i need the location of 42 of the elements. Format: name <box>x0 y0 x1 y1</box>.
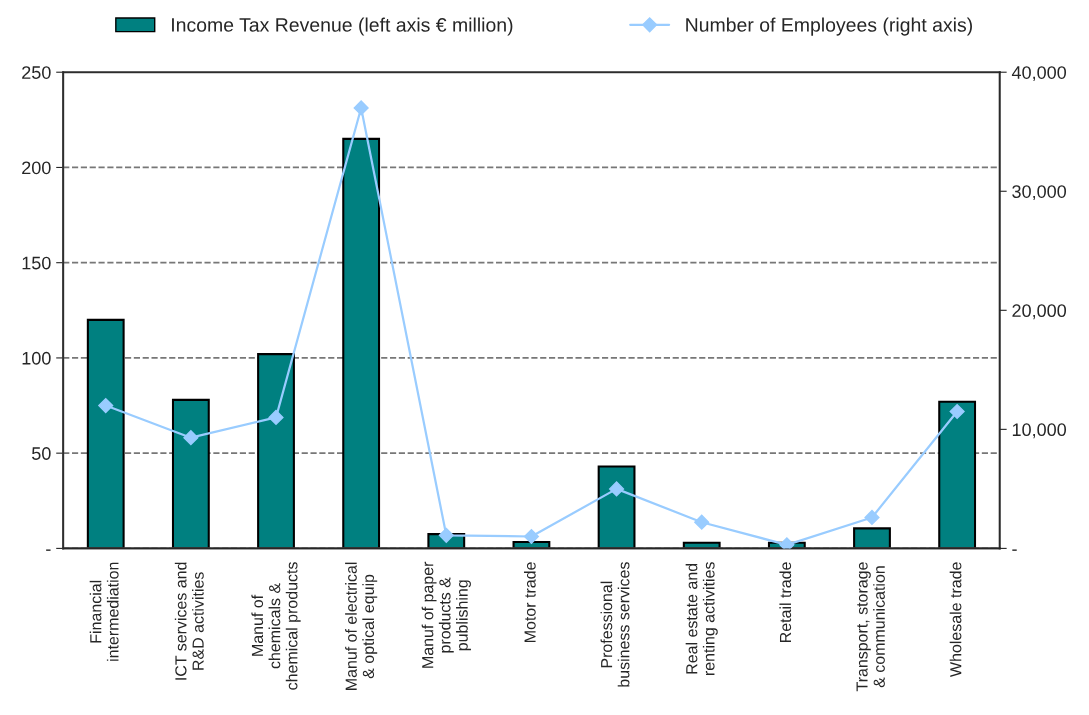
point <box>183 430 199 446</box>
bar <box>171 398 210 549</box>
point <box>353 100 369 116</box>
x-tick-label: Manuf of paper products & publishing <box>421 561 471 668</box>
x-tick-label: ICT services and R&D activities <box>174 562 204 680</box>
point <box>949 403 965 420</box>
bar <box>342 137 381 549</box>
x-tick-label: Real estate and renting activities <box>685 562 718 676</box>
y2-tick-label: 30,000 <box>1012 185 1067 201</box>
point <box>98 397 114 414</box>
x-tick-label: Professional business services <box>600 562 630 687</box>
point <box>523 528 540 545</box>
x-tick-label: Manuf of electrical & optical equip <box>345 562 378 690</box>
legend-label: Income Tax Revenue (left axis € million) <box>172 17 513 36</box>
x-tick-label: Motor trade <box>523 562 536 642</box>
point <box>438 527 454 543</box>
bar <box>597 465 636 549</box>
point <box>268 409 284 426</box>
bar <box>257 353 295 549</box>
y-tick-label: 250 <box>22 66 51 79</box>
point <box>609 481 625 497</box>
y-tick-label: - <box>46 549 51 551</box>
y2-tick-label: 20,000 <box>1012 304 1067 320</box>
x-tick-label: Retail trade <box>779 562 792 642</box>
x-tick-label: Transport, storage & communication <box>856 562 885 692</box>
x-tick-label: Manuf of chemicals & chemical products <box>251 562 301 690</box>
y2-tick-label: - <box>1012 549 1017 551</box>
x-tick-label: Wholesale trade <box>949 562 962 677</box>
x-tick-label: Financial intermediation <box>89 562 119 661</box>
y-tick-label: 150 <box>22 256 51 270</box>
point <box>864 509 880 526</box>
y-tick-label: 100 <box>22 351 51 365</box>
bar <box>938 400 977 549</box>
legend-label: Number of Employees (right axis) <box>686 17 972 36</box>
y2-tick-label: 40,000 <box>1011 66 1067 82</box>
bar <box>853 527 891 549</box>
y-tick-label: 200 <box>22 161 51 175</box>
point <box>694 514 710 530</box>
point <box>779 537 795 549</box>
bar <box>86 318 125 549</box>
y-tick-label: 50 <box>32 447 51 460</box>
y2-tick-label: 10,000 <box>1012 423 1067 439</box>
